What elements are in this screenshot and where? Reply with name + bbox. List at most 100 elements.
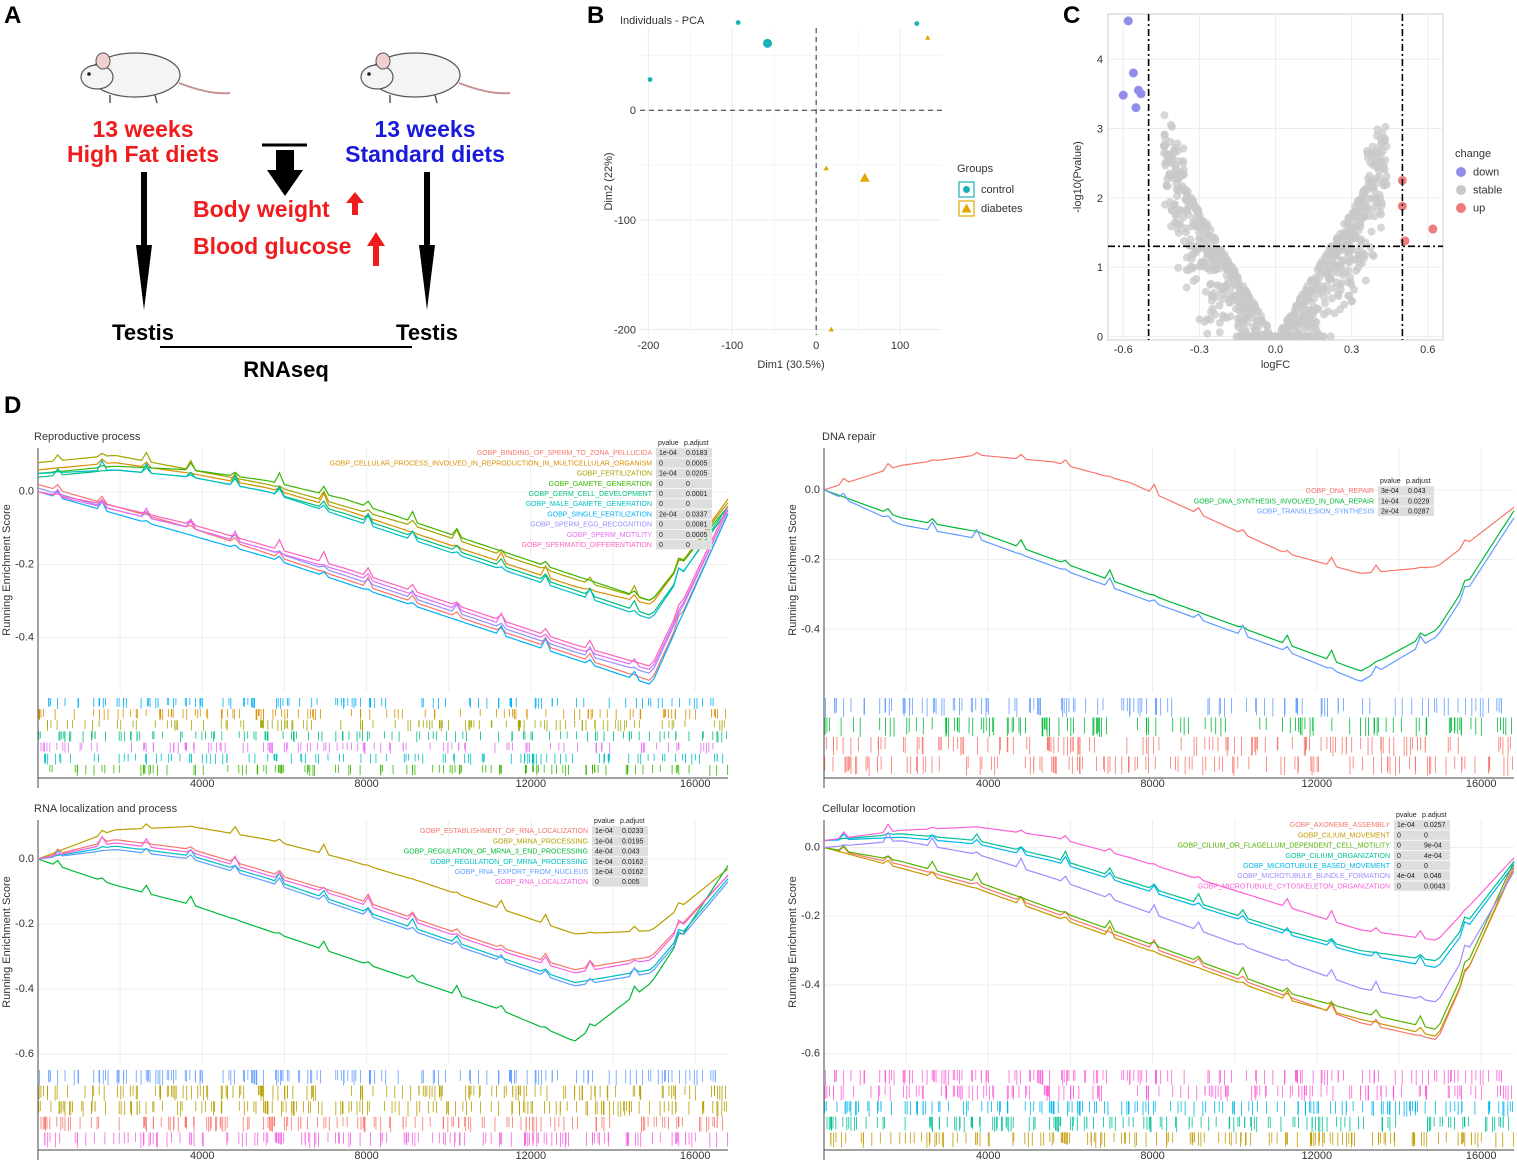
- x-tick-label: 4000: [190, 1150, 214, 1162]
- pvalue-cell: 0: [659, 501, 663, 508]
- x-axis-label: Dim1 (30.5%): [757, 359, 824, 371]
- legend-label-control: control: [981, 184, 1014, 196]
- x-tick-label: 16000: [1466, 778, 1497, 790]
- y-axis-label: Running Enrichment Score: [787, 876, 799, 1007]
- x-tick-label: 8000: [354, 1150, 378, 1162]
- curve-gobp_establishment_of_rna_localization: [37, 836, 729, 971]
- down-arrow-icon: [419, 245, 435, 310]
- y-tick-label: -0.2: [15, 918, 34, 930]
- x-tick-label: -200: [637, 340, 659, 352]
- y-axis-label: Running Enrichment Score: [787, 504, 799, 635]
- x-tick-label: -100: [721, 340, 743, 352]
- padjust-cell: 0.005: [622, 879, 640, 886]
- padjust-cell: 0.0337: [686, 511, 708, 518]
- legend-label-down: down: [1473, 167, 1499, 179]
- pvalue-cell: 0: [1397, 853, 1401, 860]
- padjust-cell: 0.0005: [686, 460, 708, 467]
- y-tick-label: -100: [614, 215, 636, 227]
- point-diabetes: [859, 172, 870, 182]
- padjust-cell: 0.0081: [686, 522, 708, 529]
- padjust-cell: 0.0205: [686, 471, 708, 478]
- table-row: [1394, 861, 1450, 871]
- gene-set-name: GOBP_ESTABLISHMENT_OF_RNA_LOCALIZATION: [420, 828, 588, 835]
- y-tick-label: -0.4: [801, 623, 820, 635]
- curve-gobp_cilium_movement: [823, 846, 1515, 1037]
- x-tick-label: 0.3: [1344, 344, 1359, 356]
- table-header-padjust: p.adjust: [1406, 478, 1431, 485]
- right-tissue-label: Testis: [396, 320, 458, 345]
- table-row: [1394, 850, 1450, 861]
- right-diet-label: Standard diets: [345, 141, 505, 167]
- up-arrow-icon: [367, 232, 385, 266]
- up-arrow-icon: [346, 192, 364, 215]
- gene-set-name: GOBP_MICROTUBULE_CYTOSKELETON_ORGANIZATI…: [1198, 883, 1390, 890]
- point-diabetes: [823, 165, 829, 171]
- x-tick-label: 0.6: [1420, 344, 1435, 356]
- gene-set-name: GOBP_FERTILIZATION: [577, 471, 652, 478]
- curve-gobp_mrna_processing: [37, 823, 729, 935]
- padjust-cell: 0.0005: [686, 532, 708, 539]
- table-row: [592, 867, 648, 877]
- curve-gobp_regulation_of_mrna_3_end_processing: [37, 858, 729, 1042]
- x-tick-label: 12000: [516, 1150, 547, 1162]
- panel-letter-c: C: [1063, 2, 1081, 29]
- x-tick-label: 8000: [1140, 778, 1164, 790]
- down-arrow-icon: [136, 245, 152, 310]
- pvalue-cell: 3e-04: [1381, 488, 1399, 495]
- pvalue-cell: 0: [659, 460, 663, 467]
- right-weeks-label: 13 weeks: [374, 116, 475, 142]
- stable-points: [1159, 111, 1391, 341]
- gene-set-name: GOBP_CELLULAR_PROCESS_INVOLVED_IN_REPROD…: [330, 460, 652, 467]
- legend-title: Groups: [957, 163, 994, 175]
- point-down: [1136, 89, 1146, 99]
- table-row: [656, 489, 712, 499]
- legend-marker: [1456, 167, 1466, 177]
- padjust-cell: 0.043: [622, 849, 640, 856]
- pvalue-cell: 0: [659, 491, 663, 498]
- gene-set-name: GOBP_GAMETE_GENERATION: [549, 481, 652, 488]
- gene-set-name: GOBP_RNA_LOCALIZATION: [495, 879, 588, 886]
- x-tick-label: 8000: [1140, 1150, 1164, 1162]
- left-diet-label: High Fat diets: [67, 141, 219, 167]
- y-tick-label: -0.4: [801, 979, 820, 991]
- point-down: [1118, 90, 1128, 100]
- pvalue-cell: 4e-04: [595, 849, 613, 856]
- gene-set-name: GOBP_AXONEME_ASSEMBLY: [1290, 822, 1391, 829]
- mouse-icon-right: [360, 52, 511, 104]
- pvalue-cell: 4e-04: [1397, 873, 1415, 880]
- point-control: [914, 21, 920, 27]
- point-control: [647, 77, 653, 82]
- gene-set-name: GOBP_DNA_SYNTHESIS_INVOLVED_IN_DNA_REPAI…: [1194, 498, 1374, 505]
- padjust-cell: 0.046: [1424, 873, 1442, 880]
- table-row: [656, 540, 712, 550]
- gene-set-name: GOBP_GERM_CELL_DEVELOPMENT: [529, 491, 653, 498]
- x-tick-label: 100: [891, 340, 909, 352]
- padjust-cell: 0.0233: [622, 828, 644, 835]
- table-row: [592, 836, 648, 846]
- padjust-cell: 4e-04: [1424, 853, 1442, 860]
- padjust-cell: 0: [686, 542, 690, 549]
- x-tick-label: 16000: [1466, 1150, 1497, 1162]
- gene-set-name: GOBP_SPERMATID_DIFFERENTIATION: [522, 542, 652, 549]
- pvalue-cell: 1e-04: [1397, 822, 1415, 829]
- curve-gobp_cilium_organization: [823, 832, 1515, 962]
- padjust-cell: 0.043: [1408, 488, 1426, 495]
- curve-gobp_binding_of_sperm_to_zona_pellucida: [37, 483, 729, 681]
- gsea-rna-chart: RNA localization and process 0.0 -0.2 -0.4 -…: [1, 803, 729, 1162]
- curve-gobp_dna_repair: [823, 451, 1515, 575]
- y-tick-label: 0.0: [19, 486, 34, 498]
- table-header-pvalue: pvalue: [658, 440, 679, 447]
- gene-set-name: GOBP_CILIUM_MOVEMENT: [1298, 832, 1391, 839]
- pvalue-cell: 1e-04: [595, 828, 613, 835]
- pvalue-cell: 1e-04: [595, 838, 613, 845]
- curve-gobp_sperm_motility: [37, 488, 729, 671]
- y-tick-label: -0.6: [801, 1048, 820, 1060]
- gene-set-name: GOBP_SPERM_EGG_RECOGNITION: [530, 522, 652, 529]
- chart-title: Cellular locomotion: [822, 803, 916, 815]
- pvalue-cell: 2e-04: [659, 511, 677, 518]
- left-weeks-label: 13 weeks: [92, 116, 193, 142]
- curve-gobp_regulation_of_mrna_processing: [37, 845, 729, 984]
- x-tick-label: 12000: [1302, 778, 1333, 790]
- gene-set-name: GOBP_SINGLE_FERTILIZATION: [547, 511, 652, 518]
- pvalue-cell: 0: [1397, 843, 1401, 850]
